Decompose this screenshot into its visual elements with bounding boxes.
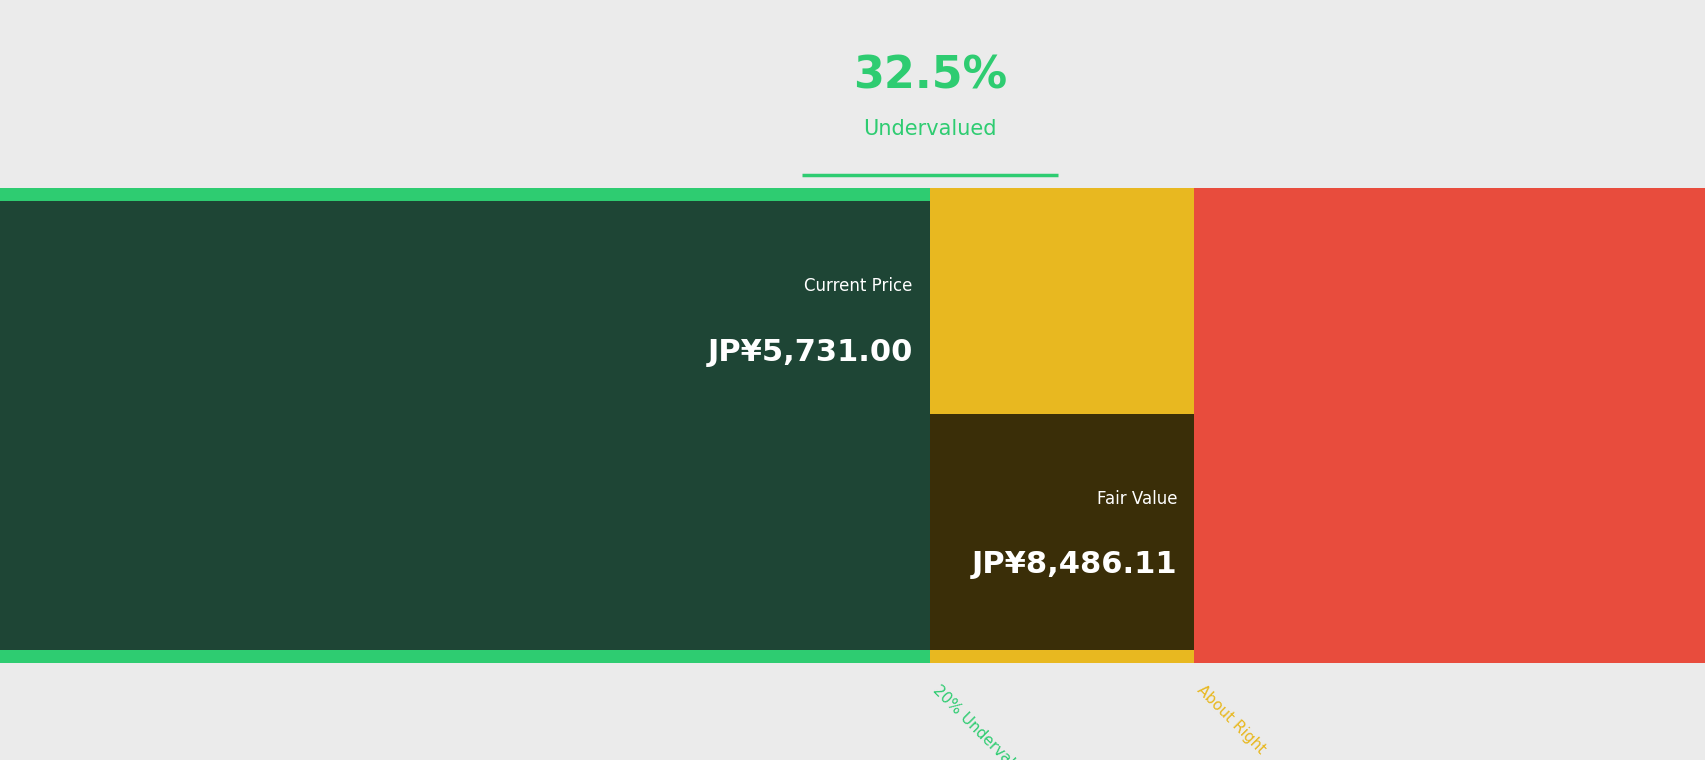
Bar <box>929 414 1194 650</box>
Bar <box>0 201 929 437</box>
Text: Fair Value: Fair Value <box>1096 490 1176 508</box>
Text: 20% Undervalued: 20% Undervalued <box>929 682 1037 760</box>
Bar <box>1194 188 1705 663</box>
Text: Current Price: Current Price <box>803 277 912 295</box>
Bar <box>929 188 1194 663</box>
Text: 32.5%: 32.5% <box>852 55 1006 97</box>
Text: About Right: About Right <box>1194 682 1269 757</box>
Text: Undervalued: Undervalued <box>863 119 996 139</box>
Bar <box>0 414 929 650</box>
Bar <box>0 188 929 663</box>
Text: JP¥8,486.11: JP¥8,486.11 <box>970 550 1176 579</box>
Text: JP¥5,731.00: JP¥5,731.00 <box>708 337 912 366</box>
